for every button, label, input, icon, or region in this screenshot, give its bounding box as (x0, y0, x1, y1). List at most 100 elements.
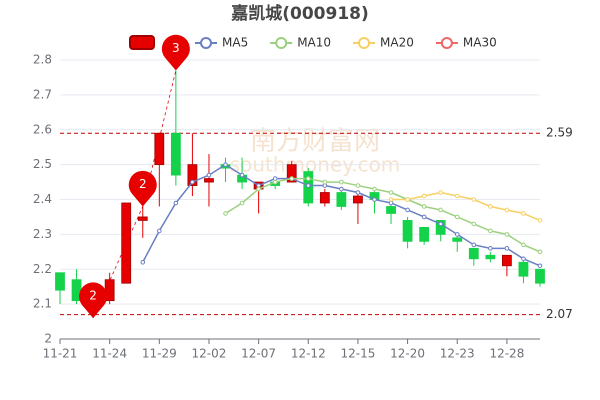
reference-label: 2.07 (546, 307, 573, 321)
y-tick-label: 2.6 (33, 122, 52, 136)
legend-dot (358, 37, 371, 49)
legend-label: MA5 (222, 36, 248, 50)
ma-point (454, 214, 460, 220)
y-tick-label: 2.7 (33, 87, 52, 101)
x-tick-label: 12-23 (440, 347, 475, 361)
ma-point (405, 197, 410, 202)
candle-body (336, 192, 347, 207)
ma-point (438, 221, 443, 227)
ma-point (488, 228, 493, 234)
marker-pin (79, 282, 108, 319)
ma-point (372, 186, 377, 192)
ma-point (521, 256, 526, 262)
marker-pin (128, 170, 157, 207)
ma-point (256, 186, 261, 192)
candle-body (402, 220, 413, 242)
ma-point (339, 186, 344, 192)
ma-point (471, 242, 477, 248)
ma-point (388, 197, 394, 202)
ma-point (471, 221, 477, 227)
candle-body (386, 206, 396, 214)
marker-label: 2 (89, 289, 97, 303)
marker-link (92, 70, 177, 319)
x-tick-label: 11-29 (142, 347, 177, 361)
ma-point (454, 193, 460, 199)
ma-point (421, 214, 427, 220)
ma-line (391, 191, 541, 222)
ma-point (239, 172, 245, 178)
x-tick-label: 12-28 (489, 347, 524, 361)
x-tick-label: 12-07 (241, 347, 276, 361)
ma-point (521, 242, 526, 248)
x-tick-label: 11-21 (43, 347, 78, 361)
candle-body (468, 247, 479, 260)
ma-point (223, 162, 228, 167)
candle-body (501, 254, 512, 267)
ma-point (206, 172, 212, 178)
marker-label: 2 (139, 177, 147, 191)
x-tick-label: 11-24 (92, 347, 127, 361)
candle-body (55, 272, 65, 291)
ma-point (488, 246, 493, 251)
candle-body (452, 237, 463, 242)
ma-point (339, 179, 344, 185)
ma-point (322, 179, 328, 185)
candle-body (154, 132, 165, 166)
ma-point (471, 197, 477, 202)
candle-body (319, 192, 330, 204)
ma-point (537, 249, 543, 255)
legend-candle-icon (129, 35, 155, 50)
ma-point (355, 190, 361, 195)
marker-pin (161, 34, 190, 71)
x-tick-label: 12-15 (340, 347, 375, 361)
x-tick-label: 12-02 (192, 347, 227, 361)
watermark: 南方财富网 (250, 127, 380, 157)
candle-body (419, 226, 430, 242)
candle-body (170, 132, 181, 176)
y-tick-label: 2.2 (33, 262, 52, 276)
y-tick-label: 2.1 (33, 297, 52, 311)
ma-point (504, 246, 510, 251)
ma-point (438, 207, 443, 213)
reference-label: 2.59 (546, 126, 573, 140)
ma-point (272, 179, 278, 185)
y-tick-label: 2 (44, 332, 52, 346)
ma-point (305, 176, 311, 181)
ma-point (388, 190, 394, 195)
ma-point (438, 190, 443, 195)
legend-dot (275, 37, 288, 49)
ma-point (421, 193, 427, 199)
ma-point (305, 183, 311, 188)
ma-point (521, 211, 526, 216)
ma-point (173, 200, 179, 206)
ma-point (190, 179, 195, 185)
x-tick-label: 12-12 (291, 347, 326, 361)
ma-point (223, 211, 228, 216)
y-tick-label: 2.8 (33, 53, 52, 67)
candle-body (535, 268, 545, 284)
y-tick-label: 2.4 (33, 192, 52, 206)
candle-body (353, 195, 363, 204)
ma-point (454, 232, 460, 237)
marker-label: 3 (172, 41, 180, 55)
ma-point (421, 204, 427, 209)
candle-body (518, 261, 529, 277)
ma-point (537, 218, 543, 223)
legend-label: MA20 (380, 36, 414, 50)
y-tick-label: 2.5 (33, 157, 52, 171)
x-tick-label: 12-20 (390, 347, 425, 361)
ma-point (289, 176, 295, 181)
chart-title: 嘉凯城(000918) (230, 3, 369, 24)
ma-point (537, 263, 543, 269)
ma-point (157, 228, 162, 234)
candle-body (485, 254, 496, 260)
ma-line (225, 177, 541, 253)
candle-body (137, 216, 148, 221)
ma-point (140, 259, 146, 265)
ma-point (372, 197, 377, 202)
legend-label: MA30 (463, 36, 497, 50)
candle-body (187, 164, 198, 186)
y-tick-label: 2.3 (33, 227, 52, 241)
ma-point (239, 200, 245, 206)
